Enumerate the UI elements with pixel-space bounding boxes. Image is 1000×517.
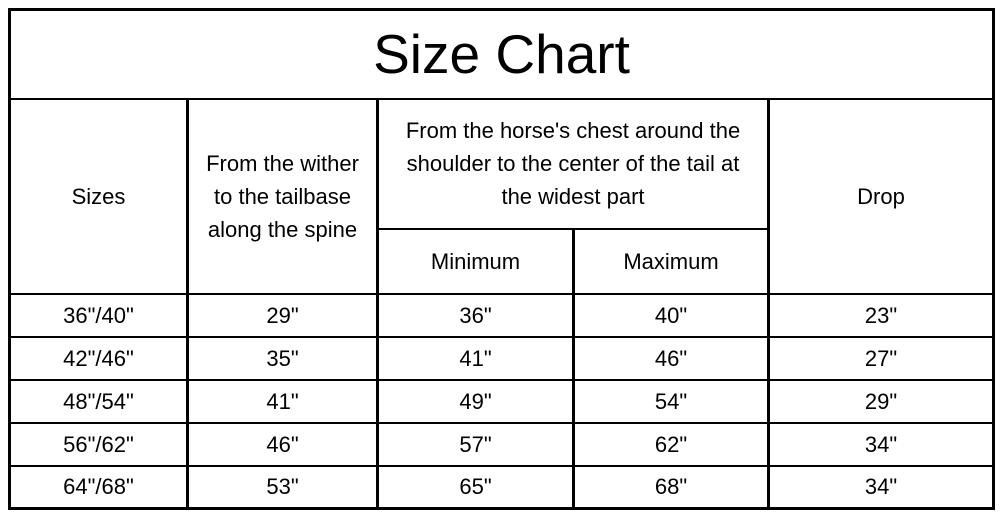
header-chest: From the horse's chest around the should… (376, 97, 770, 230)
cell-size: 36"/40" (8, 292, 189, 338)
cell-size: 56"/62" (8, 421, 189, 467)
table-row: 36"/40" 29" 36" 40" 23" (8, 292, 995, 338)
cell-min: 49" (376, 378, 575, 424)
cell-max: 54" (572, 378, 770, 424)
header-minimum: Minimum (376, 227, 575, 295)
cell-max: 40" (572, 292, 770, 338)
header-wither-label: From the wither to the tailbase along th… (206, 150, 359, 242)
table-row: 48"/54" 41" 49" 54" 29" (8, 378, 995, 424)
header-row-main: Sizes From the wither to the tailbase al… (8, 97, 995, 295)
table-row: 64"/68" 53" 65" 68" 34" (8, 464, 995, 510)
cell-drop: 23" (767, 292, 995, 338)
header-maximum: Maximum (572, 227, 770, 295)
cell-max: 46" (572, 335, 770, 381)
cell-size: 64"/68" (8, 464, 189, 510)
page-title: Size Chart (8, 8, 995, 100)
cell-min: 36" (376, 292, 575, 338)
table-row: 56"/62" 46" 57" 62" 34" (8, 421, 995, 467)
cell-wither: 29" (186, 292, 379, 338)
cell-drop: 27" (767, 335, 995, 381)
cell-min: 57" (376, 421, 575, 467)
cell-wither: 53" (186, 464, 379, 510)
cell-size: 48"/54" (8, 378, 189, 424)
header-wither: From the wither to the tailbase along th… (186, 97, 379, 295)
cell-min: 41" (376, 335, 575, 381)
cell-wither: 46" (186, 421, 379, 467)
title-row: Size Chart (8, 8, 995, 100)
table-row: 42"/46" 35" 41" 46" 27" (8, 335, 995, 381)
cell-drop: 29" (767, 378, 995, 424)
cell-drop: 34" (767, 421, 995, 467)
header-drop: Drop (767, 97, 995, 295)
cell-size: 42"/46" (8, 335, 189, 381)
cell-max: 68" (572, 464, 770, 510)
cell-wither: 41" (186, 378, 379, 424)
size-chart-table: Size Chart Sizes From the wither to the … (8, 8, 995, 510)
cell-drop: 34" (767, 464, 995, 510)
cell-wither: 35" (186, 335, 379, 381)
cell-min: 65" (376, 464, 575, 510)
header-sizes: Sizes (8, 97, 189, 295)
cell-max: 62" (572, 421, 770, 467)
header-chest-label: From the horse's chest around the should… (405, 118, 741, 209)
header-row-sub: Minimum Maximum (10, 227, 994, 295)
